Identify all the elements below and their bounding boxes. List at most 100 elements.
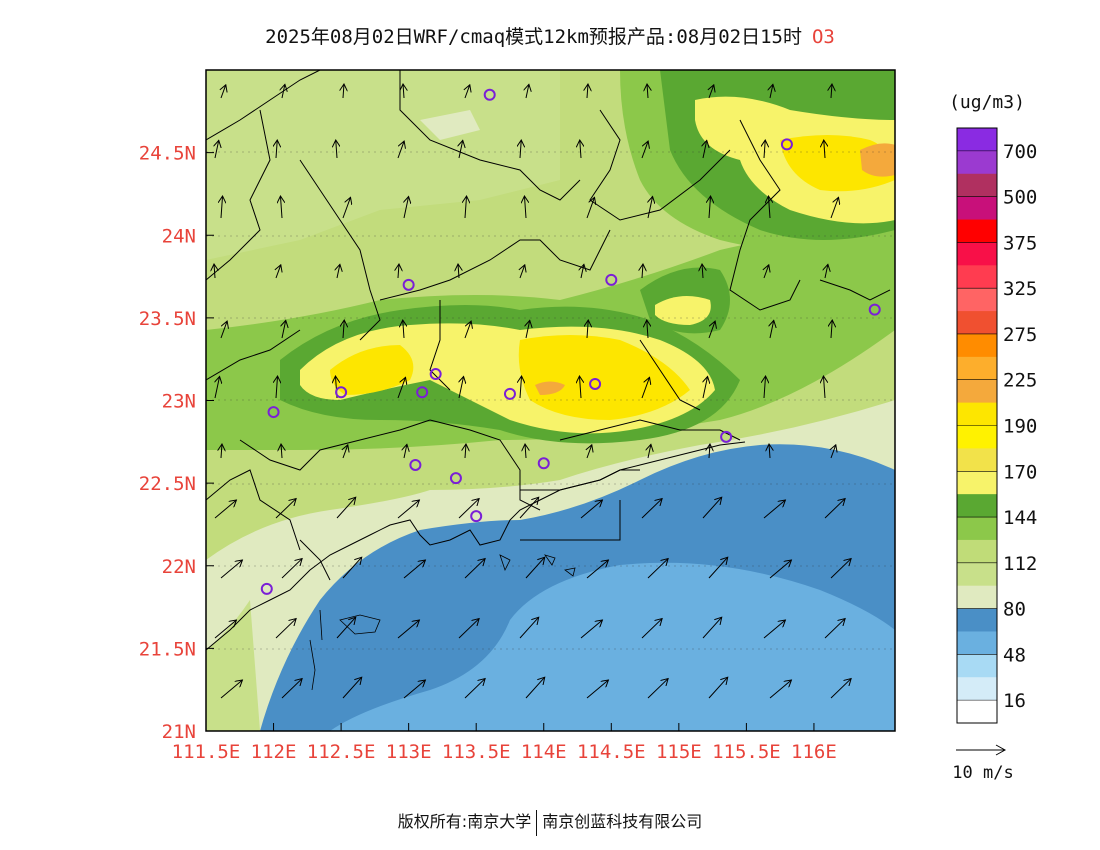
y-tick-label: 22N (162, 556, 196, 578)
station-marker (335, 386, 348, 399)
station-marker (868, 303, 881, 316)
wind-arrow (281, 444, 282, 459)
colorbar-segment (957, 128, 997, 152)
wind-arrow (276, 265, 281, 279)
org-nju: 南京大学 (467, 812, 532, 831)
colorbar-label: 80 (1003, 599, 1026, 621)
colorbar-segment (957, 196, 997, 221)
station-marker (260, 582, 273, 595)
wind-arrow (708, 557, 728, 579)
wind-arrow (641, 141, 648, 159)
wind-arrow (398, 264, 399, 279)
footer: 版权所有:南京大学 南京创蓝科技有限公司 (0, 808, 1100, 836)
wind-arrow (579, 376, 581, 399)
station-marker (720, 430, 733, 443)
wind-arrow (403, 560, 425, 579)
wind-arrow (825, 264, 828, 279)
wind-arrow (586, 560, 608, 579)
wind-arrow (336, 140, 337, 159)
wind-arrow (519, 497, 539, 519)
wind-arrow (648, 444, 651, 459)
station-marker (483, 88, 496, 101)
colorbar-segment (957, 311, 997, 335)
wind-arrow (580, 500, 602, 519)
wind-arrow (764, 376, 766, 399)
wind-arrow (708, 321, 715, 339)
wind-arrow (525, 677, 545, 699)
colorbar-label: 112 (1003, 553, 1037, 575)
chart-title: 2025年08月02日WRF/cmaq模式12km预报产品:08月02日15时 O… (0, 22, 1100, 49)
wind-arrow (282, 320, 286, 339)
x-tick-label: 112E (251, 741, 297, 763)
wind-arrow (526, 320, 530, 339)
wind-arrow (763, 620, 785, 639)
station-marker (402, 278, 415, 291)
wind-arrow (459, 140, 463, 159)
wind-arrow (337, 264, 340, 279)
wind-arrow (520, 140, 521, 159)
wind-arrow (823, 376, 825, 399)
colorbar-label: 190 (1003, 416, 1037, 438)
wind-arrow (214, 620, 236, 639)
colorbar-label: 144 (1003, 507, 1037, 529)
wind-arrow (220, 680, 242, 699)
colorbar-segment (957, 608, 997, 632)
x-tick-label: 111.5E (172, 741, 241, 763)
wind-arrow (275, 499, 296, 519)
wind-arrow (524, 196, 526, 219)
wind-arrow (831, 445, 836, 459)
wind-arrow (525, 444, 526, 459)
wind-arrow (403, 84, 404, 99)
wind-arrow (764, 265, 769, 279)
colorbar-segment (957, 654, 997, 678)
wind-arrow (830, 197, 839, 219)
wind-arrow (709, 196, 711, 219)
coastline (206, 441, 746, 651)
wind-arrow (647, 320, 648, 339)
colorbar-label: 275 (1003, 324, 1037, 346)
wind-arrow (221, 444, 222, 459)
station-marker (589, 377, 602, 390)
colorbar-segment (957, 494, 997, 518)
wind-arrow (586, 680, 608, 699)
wind-arrow (458, 619, 479, 639)
wind-arrow (769, 680, 791, 699)
wind-arrow (220, 321, 227, 339)
wind-arrow (397, 620, 419, 639)
wind-arrow (343, 445, 348, 459)
colorbar-segment (957, 585, 997, 610)
wind-arrow (403, 680, 425, 699)
wind-arrow (215, 140, 219, 159)
monitoring-stations (260, 88, 881, 595)
colorbar-segment (957, 517, 997, 541)
species-label: O3 (811, 26, 835, 48)
wind-arrow (830, 679, 851, 699)
wind-arrow (220, 560, 242, 579)
colorbar-segment (957, 219, 997, 243)
y-tick-label: 23N (162, 391, 196, 413)
wind-arrow (342, 557, 362, 579)
wind-arrow (343, 84, 344, 99)
wind-arrow (824, 499, 845, 519)
station-marker (267, 406, 280, 419)
colorbar-label: 325 (1003, 278, 1037, 300)
unit-label: (ug/m3) (949, 92, 1025, 113)
wind-reference: 10 m/s (952, 744, 1014, 783)
colorbar-segment (957, 288, 997, 312)
colorbar-segment (957, 265, 997, 289)
wind-arrow (642, 264, 643, 279)
x-tick-label: 113E (386, 741, 432, 763)
colorbar-label: 375 (1003, 232, 1037, 254)
wind-arrow (769, 444, 770, 459)
colorbar-segment (957, 150, 997, 175)
wind-arrow (580, 620, 602, 639)
wind-arrow (221, 196, 223, 219)
colorbar-segment (957, 333, 997, 358)
wind-arrow (831, 320, 832, 339)
colorbar-label: 700 (1003, 141, 1037, 163)
colorbar-segment (957, 677, 997, 701)
station-marker (429, 368, 442, 381)
wind-arrow (276, 376, 278, 399)
concentration-field (206, 70, 895, 731)
wind-arrow (703, 140, 707, 159)
